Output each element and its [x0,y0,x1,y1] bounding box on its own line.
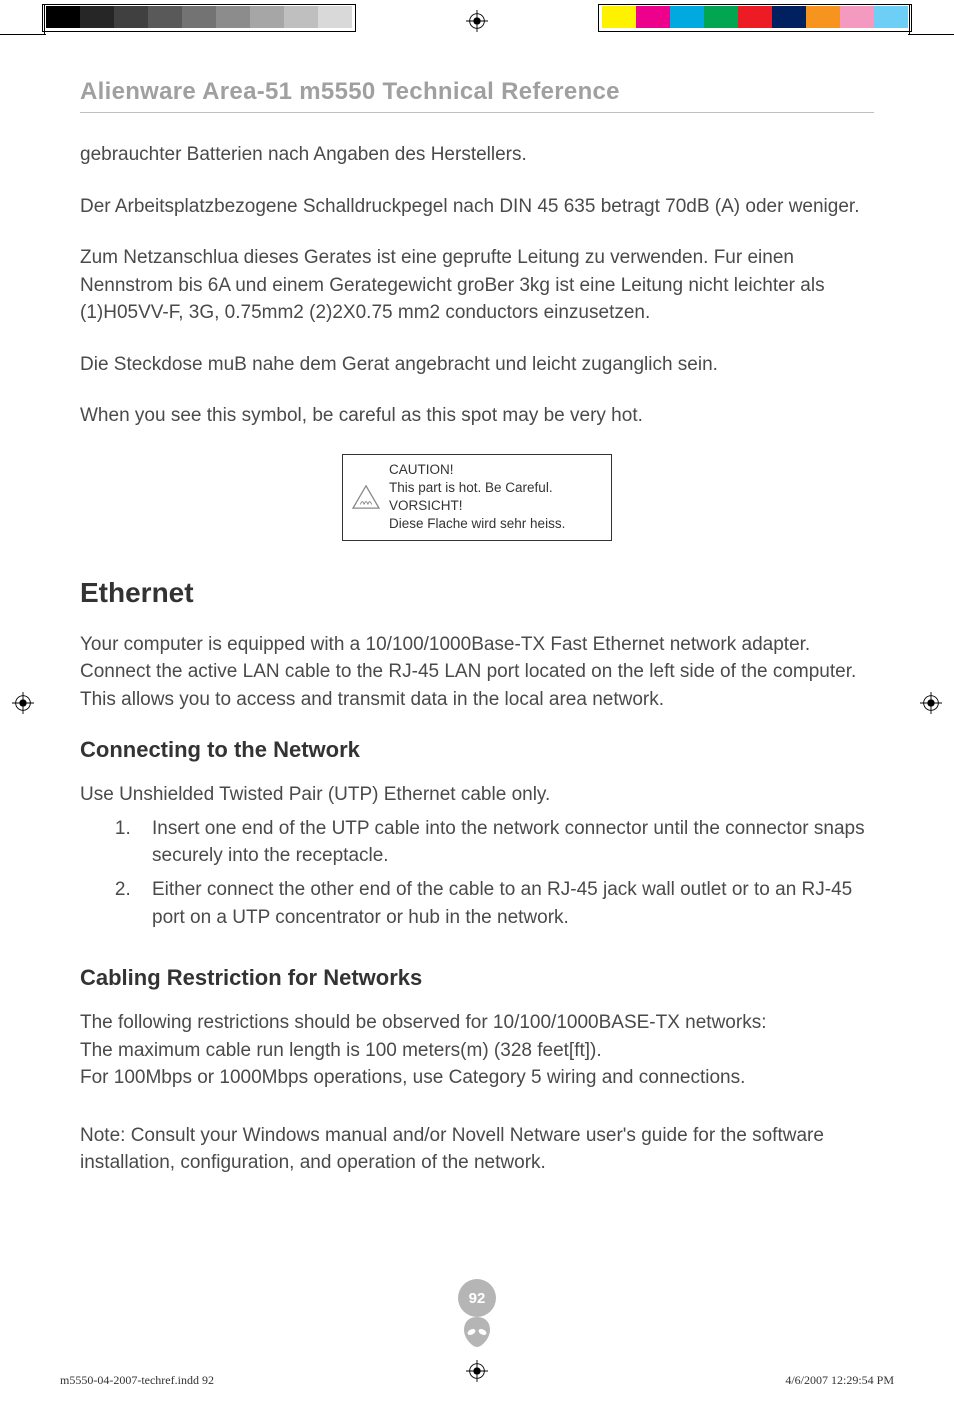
alien-head-icon [459,1315,495,1349]
caution-line: CAUTION! [389,461,565,479]
page-badge: 92 [455,1279,499,1354]
color-swatch [602,6,636,28]
paragraph: The maximum cable run length is 100 mete… [80,1037,874,1065]
registration-mark-icon [12,692,34,714]
gray-swatch [318,6,352,28]
step-item: Either connect the other end of the cabl… [136,876,874,931]
slug-line: m5550-04-2007-techref.indd 92 4/6/2007 1… [60,1373,894,1388]
steps-list: Insert one end of the UTP cable into the… [136,815,874,931]
gray-swatch [80,6,114,28]
color-swatch [738,6,772,28]
paragraph: gebrauchter Batterien nach Angaben des H… [80,141,874,169]
registration-mark-icon [920,692,942,714]
registration-mark-icon [466,10,488,32]
subsection-heading-connecting: Connecting to the Network [80,737,874,763]
caution-line: This part is hot. Be Careful. [389,479,565,497]
color-swatch [704,6,738,28]
paragraph: Zum Netzanschlua dieses Gerates ist eine… [80,244,874,327]
crop-line [0,34,46,35]
color-swatch [670,6,704,28]
subsection-heading-cabling: Cabling Restriction for Networks [80,965,874,991]
paragraph: For 100Mbps or 1000Mbps operations, use … [80,1064,874,1092]
gray-swatch [216,6,250,28]
gray-swatch [114,6,148,28]
paragraph: Use Unshielded Twisted Pair (UTP) Ethern… [80,781,874,809]
document-title: Alienware Area-51 m5550 Technical Refere… [80,78,874,113]
content-area: Alienware Area-51 m5550 Technical Refere… [80,78,874,1201]
page: Alienware Area-51 m5550 Technical Refere… [0,0,954,1406]
printer-color-strip [602,6,908,28]
slug-timestamp: 4/6/2007 12:29:54 PM [785,1373,894,1388]
gray-swatch [250,6,284,28]
gray-swatch [284,6,318,28]
color-swatch [874,6,908,28]
paragraph: When you see this symbol, be careful as … [80,402,874,430]
color-swatch [636,6,670,28]
paragraph: Your computer is equipped with a 10/100/… [80,631,874,714]
caution-triangle-icon [351,484,381,510]
page-number: 92 [458,1279,496,1317]
caution-text: CAUTION! This part is hot. Be Careful. V… [389,461,565,534]
slug-filename: m5550-04-2007-techref.indd 92 [60,1373,214,1388]
note-paragraph: Note: Consult your Windows manual and/or… [80,1122,874,1177]
paragraph: Der Arbeitsplatzbezogene Schalldruckpege… [80,193,874,221]
caution-line: VORSICHT! [389,497,565,515]
crop-line [908,34,954,35]
caution-line: Diese Flache wird sehr heiss. [389,515,565,533]
color-swatch [772,6,806,28]
gray-swatch [46,6,80,28]
crop-line [44,4,45,34]
section-heading-ethernet: Ethernet [80,577,874,609]
paragraph: The following restrictions should be obs… [80,1009,874,1037]
caution-box: CAUTION! This part is hot. Be Careful. V… [342,454,612,541]
printer-gray-strip [46,6,352,28]
gray-swatch [148,6,182,28]
color-swatch [840,6,874,28]
step-item: Insert one end of the UTP cable into the… [136,815,874,870]
gray-swatch [182,6,216,28]
paragraph: Die Steckdose muB nahe dem Gerat angebra… [80,351,874,379]
color-swatch [806,6,840,28]
crop-line [909,4,910,34]
